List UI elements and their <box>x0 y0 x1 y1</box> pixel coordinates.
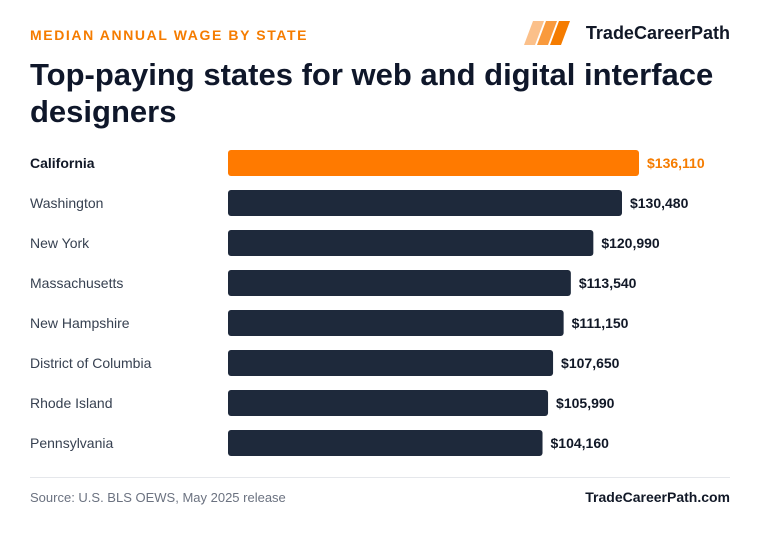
category-label: New York <box>30 235 90 251</box>
category-label: Massachusetts <box>30 275 123 291</box>
category-label: District of Columbia <box>30 355 152 371</box>
bar <box>228 350 554 376</box>
value-label: $104,160 <box>551 435 610 451</box>
chart-eyebrow: MEDIAN ANNUAL WAGE BY STATE <box>30 27 309 43</box>
value-label: $111,150 <box>572 315 629 331</box>
bar <box>228 430 543 456</box>
category-label: Rhode Island <box>30 395 113 411</box>
category-label: New Hampshire <box>30 315 130 331</box>
source-note: Source: U.S. BLS OEWS, May 2025 release <box>30 490 286 505</box>
bar <box>228 230 594 256</box>
category-label: Pennsylvania <box>30 435 113 451</box>
value-label: $105,990 <box>556 395 615 411</box>
category-label: California <box>30 155 95 171</box>
bar <box>228 270 571 296</box>
value-label: $107,650 <box>561 355 620 371</box>
value-label: $136,110 <box>647 155 705 171</box>
value-label: $113,540 <box>579 275 637 291</box>
category-label: Washington <box>30 195 103 211</box>
brand-name: TradeCareerPath <box>585 22 730 43</box>
value-label: $130,480 <box>630 195 689 211</box>
bar <box>228 150 639 176</box>
page-title: Top-paying states for web and digital in… <box>30 57 714 129</box>
brand-logo: TradeCareerPath <box>523 20 730 46</box>
stripes-logo-icon <box>523 21 570 45</box>
bar <box>228 390 549 416</box>
bar-chart: California $136,110 Washington $130,480 New … <box>30 150 705 456</box>
footer-divider <box>30 477 730 478</box>
value-label: $120,990 <box>601 235 660 251</box>
footer-brand-link[interactable]: TradeCareerPath.com <box>585 489 730 505</box>
bar <box>228 190 622 216</box>
bar <box>228 310 564 336</box>
